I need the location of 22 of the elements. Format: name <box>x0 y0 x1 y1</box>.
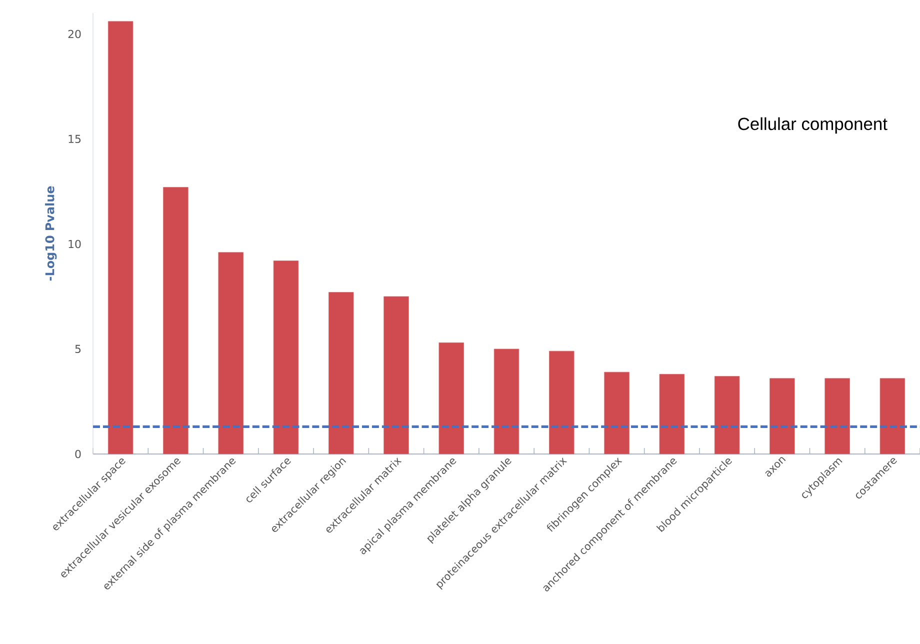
bar <box>824 378 850 454</box>
bar <box>438 342 464 454</box>
bar <box>384 296 409 454</box>
bar <box>604 372 630 454</box>
text: Cellular component <box>738 117 888 134</box>
bar <box>714 376 740 454</box>
y-tick-label: 20 <box>68 30 81 38</box>
y-tick-label: 10 <box>68 240 81 248</box>
bar <box>549 350 574 454</box>
bar <box>163 187 188 454</box>
y-axis-title: -Log10 Pvalue <box>45 186 57 281</box>
bar <box>273 260 299 454</box>
bar <box>770 378 795 454</box>
bar <box>494 348 520 454</box>
bar <box>880 378 906 454</box>
bar <box>218 252 244 454</box>
y-tick-label: 0 <box>75 450 81 458</box>
bar <box>108 21 134 454</box>
y-tick-label: 15 <box>68 134 81 144</box>
bar <box>659 374 685 454</box>
y-tick-label: 5 <box>75 344 81 354</box>
bar <box>328 292 354 454</box>
